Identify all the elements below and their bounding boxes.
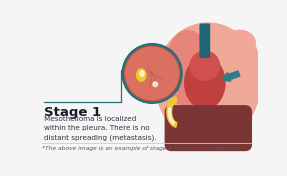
- Circle shape: [153, 82, 158, 87]
- Ellipse shape: [224, 30, 255, 55]
- Circle shape: [126, 47, 179, 100]
- FancyBboxPatch shape: [200, 33, 210, 39]
- Ellipse shape: [140, 71, 144, 76]
- FancyBboxPatch shape: [200, 24, 210, 30]
- FancyArrow shape: [222, 71, 240, 81]
- Ellipse shape: [190, 51, 220, 80]
- Ellipse shape: [156, 23, 260, 142]
- Ellipse shape: [195, 119, 249, 146]
- FancyBboxPatch shape: [165, 106, 251, 150]
- FancyBboxPatch shape: [200, 38, 210, 43]
- FancyBboxPatch shape: [200, 47, 210, 53]
- Ellipse shape: [185, 56, 225, 109]
- Ellipse shape: [219, 31, 259, 104]
- Ellipse shape: [137, 69, 146, 81]
- FancyBboxPatch shape: [200, 52, 210, 57]
- Ellipse shape: [165, 30, 210, 107]
- Polygon shape: [168, 108, 174, 124]
- Text: *The above image is an example of stage 1 pleural mesothelioma.: *The above image is an example of stage …: [42, 146, 241, 151]
- Polygon shape: [167, 97, 177, 127]
- FancyBboxPatch shape: [200, 29, 210, 34]
- Text: Stage 1: Stage 1: [44, 106, 101, 119]
- FancyBboxPatch shape: [200, 43, 210, 48]
- Text: Mesothelioma is localized
within the pleura. There is no
distant spreading (meta: Mesothelioma is localized within the ple…: [44, 116, 156, 141]
- Circle shape: [123, 44, 182, 103]
